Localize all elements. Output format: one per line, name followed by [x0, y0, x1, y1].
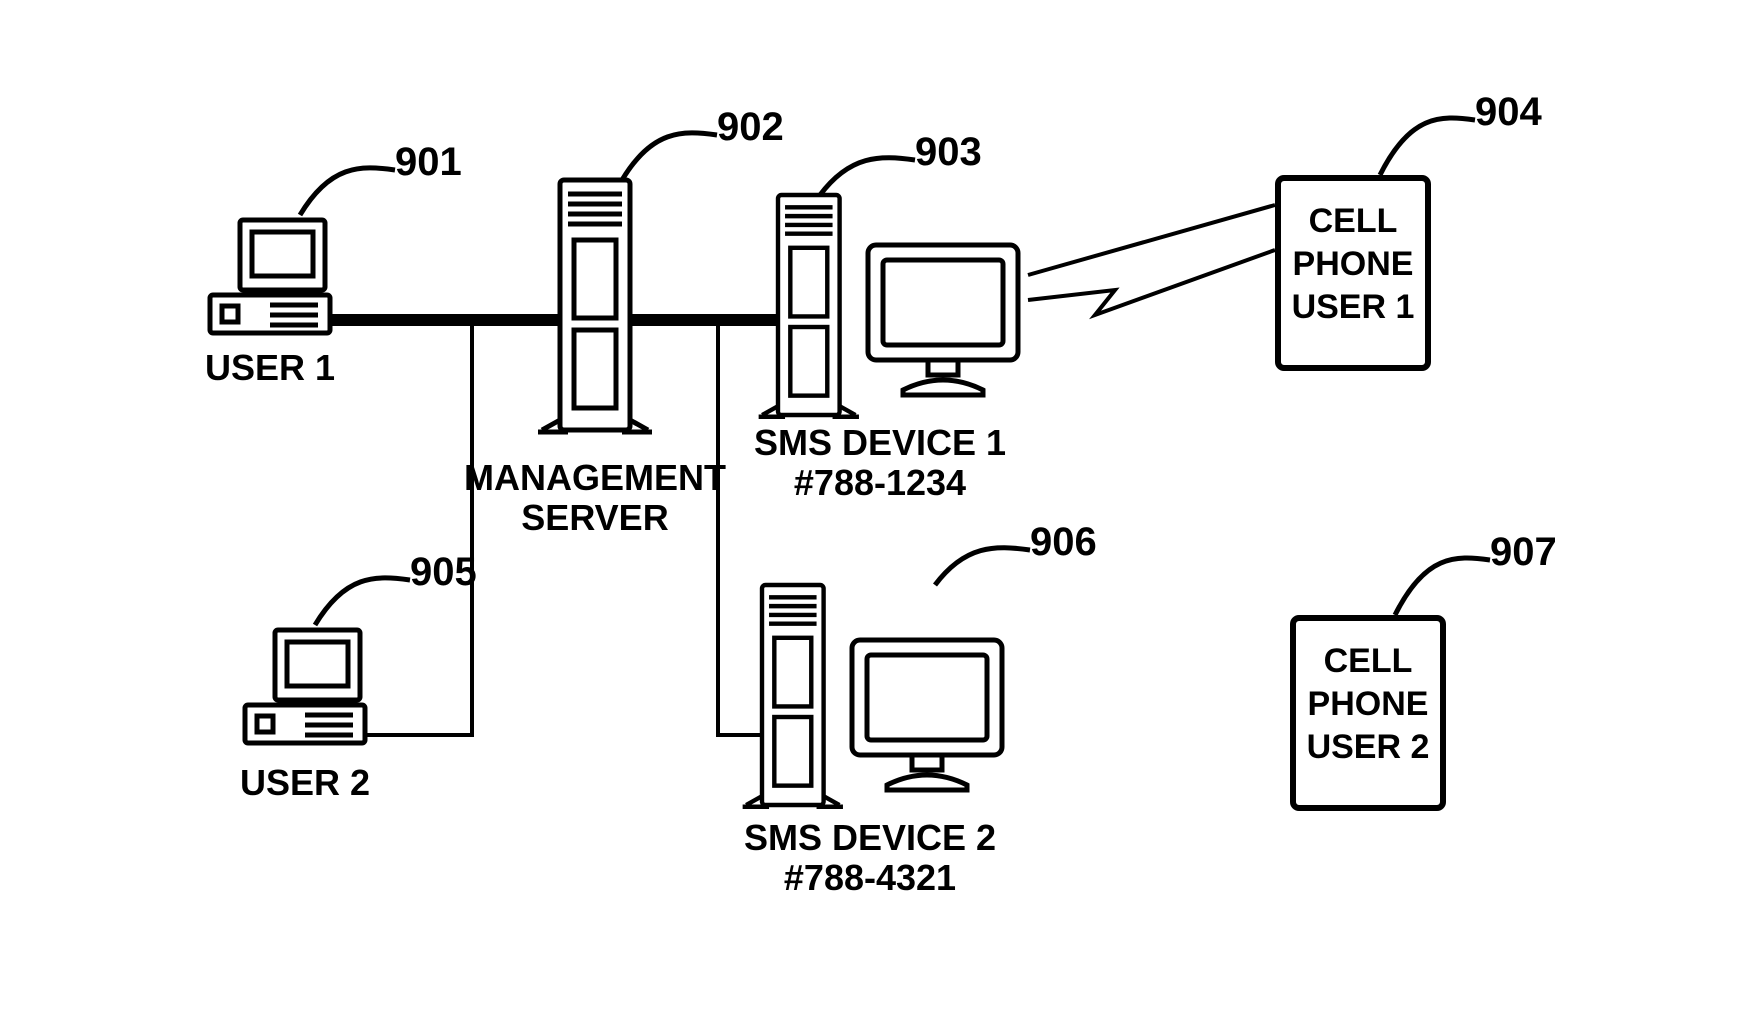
- mgmt-label-2: SERVER: [521, 497, 668, 538]
- user2-label: USER 2: [240, 762, 370, 803]
- cell2-node: CELL PHONE USER 2: [1293, 618, 1443, 808]
- sms2-node: SMS DEVICE 2 #788-4321: [743, 585, 1002, 898]
- cell1-l2: PHONE: [1293, 245, 1414, 283]
- ref-903: 903: [915, 130, 982, 174]
- wireless-link: [1028, 205, 1275, 315]
- cell2-l2: PHONE: [1308, 685, 1429, 723]
- mgmt-server-node: MANAGEMENT SERVER: [464, 180, 726, 538]
- sms2-label-2: #788-4321: [784, 857, 956, 898]
- mgmt-label-1: MANAGEMENT: [464, 457, 726, 498]
- ref-902: 902: [717, 105, 784, 149]
- sms1-node: SMS DEVICE 1 #788-1234: [754, 195, 1018, 503]
- user1-label: USER 1: [205, 347, 335, 388]
- link-mgmt-sms2: [718, 320, 760, 735]
- ref-904: 904: [1475, 90, 1542, 134]
- user1-node: USER 1: [205, 220, 335, 388]
- ref-906: 906: [1030, 520, 1097, 564]
- cell2-l1: CELL: [1324, 642, 1413, 680]
- sms2-label-1: SMS DEVICE 2: [744, 817, 996, 858]
- cell1-node: CELL PHONE USER 1: [1278, 178, 1428, 368]
- sms1-label-1: SMS DEVICE 1: [754, 422, 1006, 463]
- link-mgmt-user2: [366, 320, 472, 735]
- ref-901: 901: [395, 140, 462, 184]
- cell2-l3: USER 2: [1307, 728, 1430, 766]
- cell1-l1: CELL: [1309, 202, 1398, 240]
- cell1-l3: USER 1: [1292, 288, 1415, 326]
- ref-907: 907: [1490, 530, 1557, 574]
- user2-node: USER 2: [240, 630, 370, 803]
- sms1-label-2: #788-1234: [794, 462, 966, 503]
- ref-905: 905: [410, 550, 477, 594]
